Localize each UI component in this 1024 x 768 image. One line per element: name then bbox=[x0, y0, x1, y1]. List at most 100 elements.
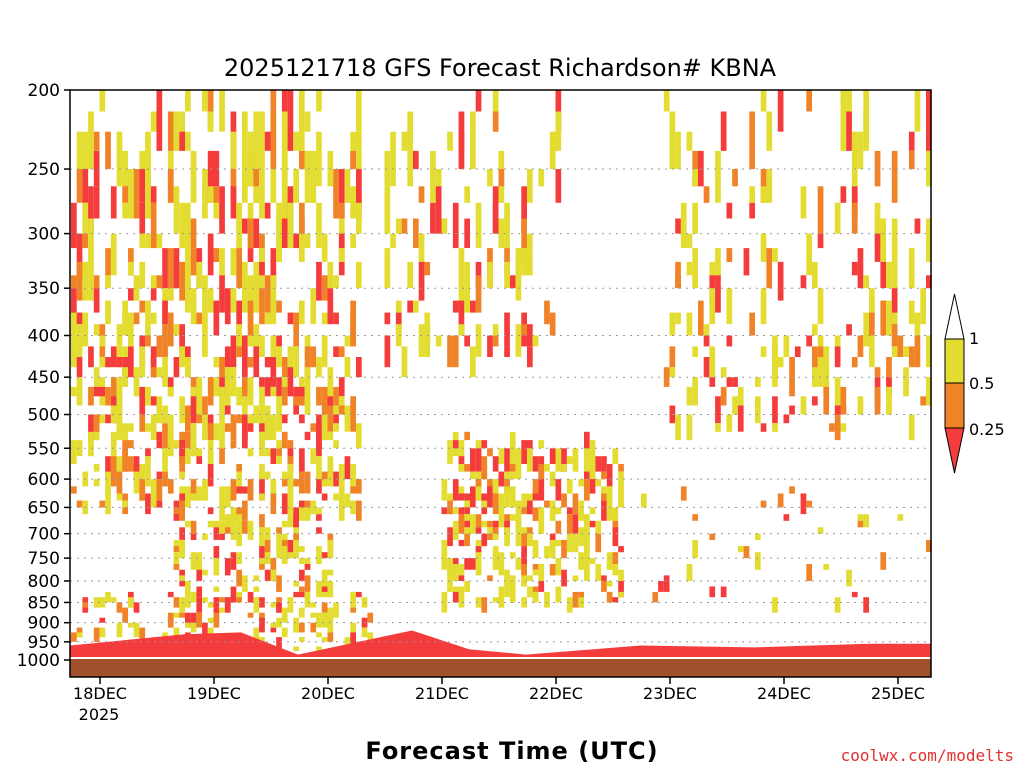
ri-cell bbox=[76, 377, 83, 406]
ri-cell bbox=[219, 90, 225, 132]
ri-cell bbox=[509, 486, 516, 508]
ri-cell bbox=[777, 493, 784, 508]
ri-cell bbox=[584, 464, 590, 480]
ri-cell bbox=[93, 367, 100, 378]
ri-cell bbox=[116, 493, 123, 501]
ri-cell bbox=[281, 169, 288, 219]
ri-cell bbox=[224, 405, 231, 415]
ri-cell bbox=[281, 431, 288, 449]
ri-cell bbox=[470, 471, 476, 480]
ri-cell bbox=[783, 414, 790, 424]
ri-cell bbox=[806, 90, 812, 112]
ri-cell bbox=[253, 324, 260, 357]
ri-cell bbox=[760, 346, 767, 357]
ri-cell bbox=[874, 233, 881, 262]
ri-cell bbox=[276, 335, 282, 347]
ri-cell bbox=[173, 111, 180, 132]
ri-cell bbox=[270, 414, 277, 441]
ri-cell bbox=[857, 520, 864, 528]
ri-cell bbox=[287, 346, 294, 378]
ri-cell bbox=[276, 218, 282, 262]
ri-cell bbox=[224, 558, 231, 576]
ri-cell bbox=[755, 377, 761, 387]
ri-cell bbox=[150, 357, 157, 368]
y-tick-label: 300 bbox=[28, 225, 60, 245]
ri-cell bbox=[863, 275, 869, 289]
ri-cell bbox=[492, 479, 499, 494]
ri-cell bbox=[207, 414, 214, 432]
ri-cell bbox=[549, 539, 556, 559]
ri-cell bbox=[418, 324, 425, 357]
ri-cell bbox=[663, 90, 670, 112]
ri-cell bbox=[589, 507, 596, 515]
ri-cell bbox=[384, 186, 391, 234]
ri-cell bbox=[555, 448, 562, 472]
ri-cell bbox=[316, 514, 322, 521]
ri-cell bbox=[834, 405, 841, 415]
ri-cell bbox=[703, 357, 710, 378]
ri-cell bbox=[190, 558, 197, 564]
ri-cell bbox=[299, 607, 305, 613]
ri-cell bbox=[185, 405, 191, 432]
ri-cell bbox=[356, 591, 362, 598]
ri-cell bbox=[122, 448, 128, 472]
y-tick-label: 800 bbox=[28, 572, 60, 592]
ri-cell bbox=[926, 150, 932, 187]
ri-cell bbox=[310, 423, 317, 432]
ri-cell bbox=[304, 357, 311, 378]
ri-cell bbox=[213, 186, 220, 203]
ri-cell bbox=[321, 405, 328, 424]
ri-cell bbox=[316, 479, 322, 494]
ri-cell bbox=[595, 520, 602, 534]
ri-cell bbox=[93, 186, 100, 219]
ri-cell bbox=[321, 471, 328, 487]
ri-cell bbox=[601, 500, 607, 521]
ri-cell bbox=[817, 233, 824, 249]
ri-cell bbox=[475, 493, 482, 501]
ri-cell bbox=[521, 546, 527, 559]
ri-cell bbox=[555, 520, 562, 534]
ri-cell bbox=[350, 186, 356, 219]
ri-cell bbox=[908, 150, 915, 170]
ri-cell bbox=[173, 357, 180, 378]
ri-cell bbox=[504, 479, 510, 494]
ri-cell bbox=[150, 111, 157, 132]
ri-cell bbox=[299, 233, 305, 262]
ri-cell bbox=[236, 514, 242, 534]
ri-cell bbox=[515, 448, 522, 464]
ri-cell bbox=[196, 569, 203, 581]
ri-cell bbox=[891, 288, 898, 325]
ri-cell bbox=[316, 456, 322, 472]
ri-cell bbox=[817, 346, 824, 368]
ri-cell bbox=[167, 377, 174, 397]
ri-cell bbox=[834, 597, 841, 613]
ri-cell bbox=[236, 414, 242, 424]
ri-cell bbox=[156, 90, 163, 151]
ri-cell bbox=[304, 500, 311, 508]
ri-cell bbox=[259, 546, 265, 564]
ri-cell bbox=[299, 300, 305, 325]
ri-cell bbox=[350, 500, 356, 515]
ri-cell bbox=[150, 396, 157, 406]
ri-cell bbox=[321, 612, 328, 628]
ri-cell bbox=[230, 552, 237, 570]
ri-cell bbox=[783, 514, 790, 521]
ri-cell bbox=[458, 586, 465, 598]
ri-cell bbox=[589, 558, 596, 564]
ri-cell bbox=[338, 218, 345, 248]
ri-cell bbox=[185, 275, 191, 313]
ri-cell bbox=[224, 500, 231, 508]
ri-cell bbox=[783, 335, 790, 357]
ri-cell bbox=[224, 367, 231, 397]
ri-cell bbox=[213, 520, 220, 534]
ri-cell bbox=[276, 248, 282, 262]
ri-cell bbox=[686, 131, 693, 151]
ri-cell bbox=[310, 346, 317, 368]
ri-cell bbox=[281, 471, 288, 480]
ri-cell bbox=[76, 324, 83, 357]
ri-cell bbox=[447, 493, 453, 501]
ri-cell bbox=[139, 414, 146, 432]
ri-cell bbox=[800, 396, 807, 415]
ri-cell bbox=[304, 396, 311, 406]
ri-cell bbox=[572, 533, 579, 553]
